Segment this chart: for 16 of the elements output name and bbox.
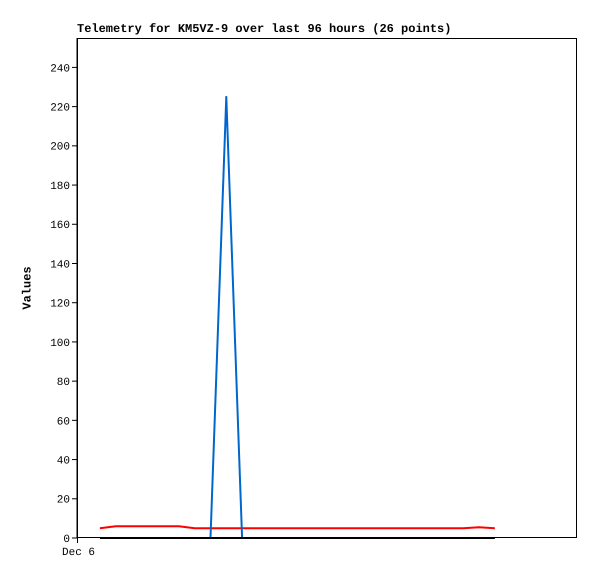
y-tick-label: 180 bbox=[50, 180, 70, 193]
y-tick-label: 20 bbox=[56, 494, 70, 507]
y-tick-label: 80 bbox=[56, 377, 70, 390]
y-tick-label: 200 bbox=[50, 142, 70, 154]
y-tick-label: 100 bbox=[50, 338, 70, 350]
y-tick-label: 0 bbox=[63, 534, 70, 546]
y-axis-title: Values bbox=[20, 266, 34, 310]
y-tick-label: 140 bbox=[50, 259, 70, 272]
y-tick-label: 160 bbox=[50, 220, 70, 232]
chart-title: Telemetry for KM5VZ-9 over last 96 hours (26 points) bbox=[77, 22, 452, 36]
text: Dec 6 bbox=[62, 547, 96, 559]
y-tick-label: 60 bbox=[56, 416, 70, 428]
y-tick-label: 120 bbox=[50, 298, 70, 311]
y-tick-label: 40 bbox=[56, 455, 70, 468]
y-tick-label: 220 bbox=[50, 102, 70, 115]
y-tick-label: 240 bbox=[50, 63, 70, 76]
